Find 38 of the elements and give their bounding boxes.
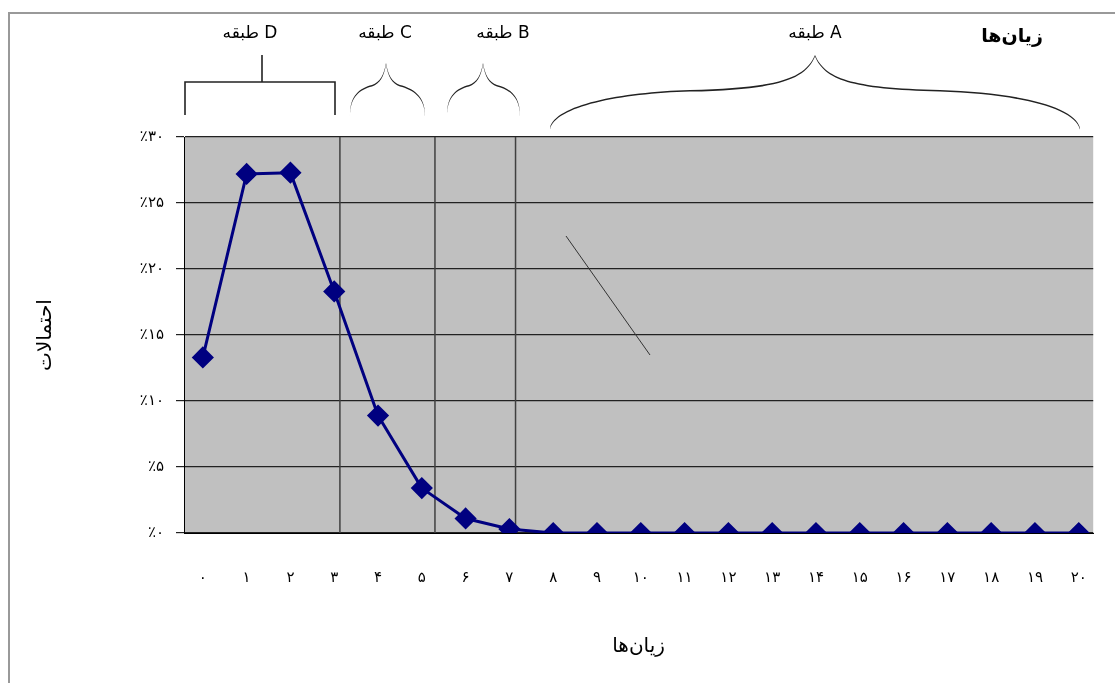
- text: طبقه D: [222, 22, 278, 42]
- point: [323, 280, 345, 302]
- chart-title: زیان‌ها: [981, 24, 1043, 46]
- x-tick-label: ۵: [417, 567, 426, 586]
- point: [236, 163, 258, 185]
- y-axis-title: احتمالات: [32, 299, 57, 371]
- x-tick-label: ۳: [330, 567, 339, 586]
- x-tick-label: ۱۳: [764, 567, 781, 586]
- y-tick-label: ٪۱۰: [139, 390, 164, 409]
- y-tick-label: ٪۰: [147, 522, 164, 541]
- x-tick-label: ۷: [505, 567, 514, 586]
- x-tick-label: ۱۰: [632, 567, 649, 586]
- x-tick-label: ۱۹: [1026, 567, 1044, 586]
- x-tick-label: ۱۱: [676, 567, 693, 586]
- x-tick-label: ۴: [373, 567, 383, 586]
- x-tick-label: ۲۰: [1070, 567, 1087, 586]
- x-tick-label: ۰: [198, 567, 207, 586]
- x-tick-label: ۹: [592, 567, 602, 586]
- x-tick-label: ۱۸: [983, 567, 1000, 586]
- y-tick-label: ٪۱۵: [139, 324, 164, 343]
- x-tick-label: ۱۷: [939, 567, 956, 586]
- x-tick-label: ۱۴: [807, 567, 825, 586]
- point: [279, 162, 301, 184]
- y-tick-label: ٪۲۰: [139, 258, 164, 277]
- text: طبقه B: [476, 22, 530, 42]
- x-tick-label: ۱۶: [895, 567, 912, 586]
- x-axis-title: زیان‌ها: [612, 633, 665, 658]
- x-tick-label: ۱۲: [720, 567, 737, 586]
- x-tick-label: ۲: [286, 567, 295, 586]
- y-tick-label: ٪۵: [147, 456, 164, 475]
- x-tick-label: ۸: [549, 567, 558, 586]
- text: طبقه C: [358, 22, 412, 42]
- y-tick-label: ٪۲۵: [139, 192, 164, 211]
- y-tick-label: ٪۳۰: [139, 126, 164, 145]
- x-tick-label: ۱: [242, 567, 251, 586]
- x-tick-label: ۱۵: [851, 567, 868, 586]
- text: طبقه A: [788, 22, 842, 42]
- x-tick-label: ۶: [461, 567, 470, 586]
